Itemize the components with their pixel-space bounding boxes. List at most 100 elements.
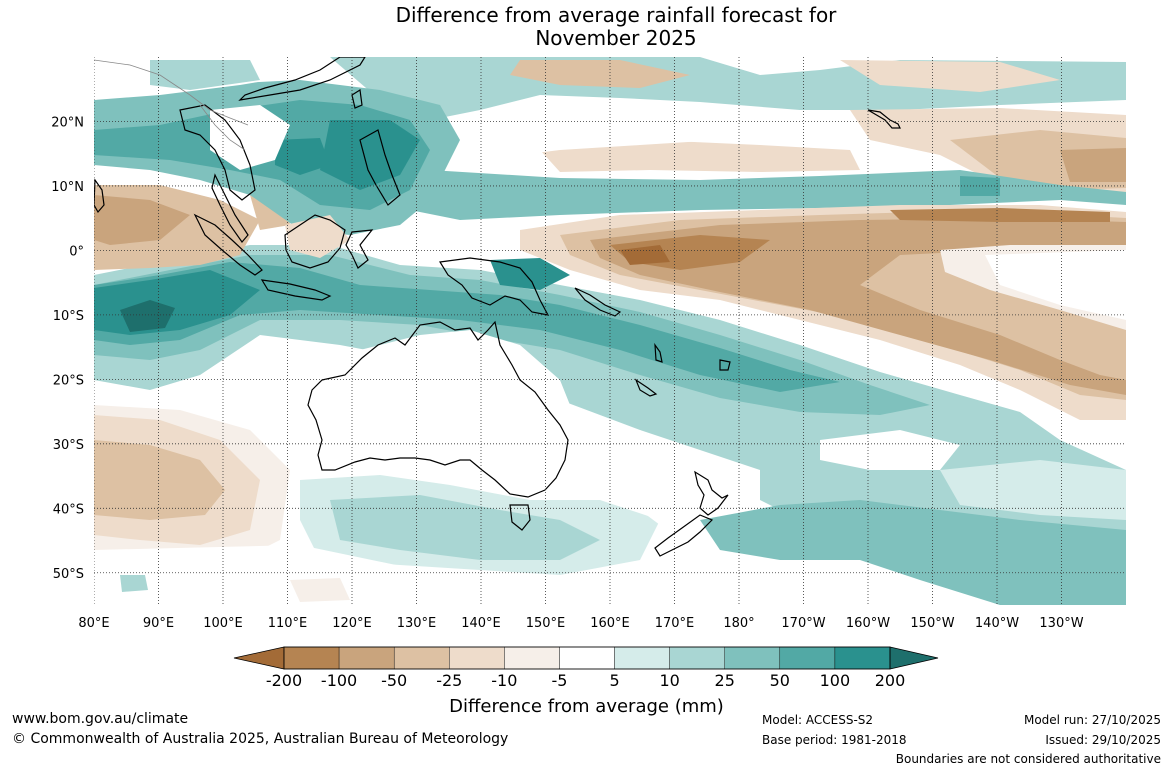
coastline-new-caledonia (634, 378, 658, 397)
colorbar-tick-label: 50 (769, 671, 790, 690)
longitude-label: 110°E (268, 616, 308, 631)
colorbar-swatch (614, 646, 670, 670)
anomaly-region-s-pac-white (820, 430, 960, 470)
colorbar-tick-label: -5 (551, 671, 568, 690)
longitude-label: 160°E (590, 616, 630, 631)
coastline-taiwan (351, 88, 363, 109)
colorbar-tick-label: -10 (491, 671, 518, 690)
coastline-new-guinea (439, 257, 550, 316)
latitude-label: 50°S (53, 567, 84, 582)
anomaly-region-philippine-sea-core (320, 120, 420, 190)
anomaly-region-indian-wet-darkest (120, 300, 175, 332)
anomaly-region-equatorial-dry-deep-2 (890, 208, 1110, 222)
latitude-label: 40°S (53, 502, 84, 517)
latitude-label: 20°S (53, 373, 84, 388)
colorbar-tick-label: 5 (609, 671, 620, 690)
colorbar-swatch (669, 646, 725, 670)
longitude-label: 170°W (781, 616, 825, 631)
title-line-2: November 2025 (535, 26, 697, 50)
longitude-labels: 80°E 90°E 100°E 110°E 120°E 130°E 140°E 150°E 16… (78, 616, 1083, 631)
anomaly-region-hawaii-tan-core (1060, 148, 1126, 182)
gridlines (94, 57, 1126, 605)
latitude-label: 10°N (51, 180, 84, 195)
colorbar-tick-label: -25 (436, 671, 463, 690)
footer-disclaimer: Boundaries are not considered authoritat… (895, 752, 1161, 766)
colorbar-swatch (779, 646, 836, 670)
anomaly-region-sw-indian-teal-patch (120, 575, 148, 592)
border-indochina-inner (199, 104, 246, 151)
coastline-australia (307, 320, 569, 498)
latitude-labels: 20°N 10°N 0° 10°S 20°S 30°S 40°S 50°S (51, 115, 84, 581)
anomaly-region-s-pac-teal (700, 500, 1126, 605)
anomaly-region-coral-sea-core (490, 258, 570, 290)
longitude-label: 140°W (975, 616, 1019, 631)
colorbar-tick-label: 100 (819, 671, 851, 690)
footer-website[interactable]: www.bom.gov.au/climate (12, 711, 189, 727)
coastline-borneo (284, 214, 346, 269)
coastline-philippines (359, 129, 401, 206)
anomaly-region-tasman-white (570, 430, 760, 545)
anomaly-region-borneo-tan (285, 215, 350, 258)
coastline-china-south (238, 57, 366, 101)
coastline-sulawesi (345, 229, 374, 269)
longitude-label: 140°E (461, 616, 501, 631)
anomaly-region-west-pac-white (470, 110, 740, 160)
anomaly-region-north-pacific-tan-2 (840, 60, 1060, 92)
latitude-label: 0° (69, 244, 84, 259)
longitude-label: 160°W (846, 616, 890, 631)
border-mainland-se-asia (94, 59, 249, 126)
footer-copyright: © Commonwealth of Australia 2025, Austra… (12, 731, 509, 747)
colorbar-swatch (834, 646, 891, 670)
coastline-sumatra (193, 213, 263, 276)
latitude-label: 30°S (53, 438, 84, 453)
colorbar-extend-high (889, 646, 939, 670)
footer-base-period: Base period: 1981-2018 (762, 733, 907, 747)
colorbar-tick-label: -100 (320, 671, 358, 690)
longitude-label: 130°W (1039, 616, 1083, 631)
anomaly-region-indian-wet-strong (94, 262, 840, 392)
longitude-label: 120°E (332, 616, 372, 631)
anomaly-region-scs-core (275, 138, 330, 175)
longitude-label: 80°E (78, 616, 109, 631)
colorbar-outline (283, 646, 891, 670)
anomaly-region-north-pacific-tan (510, 60, 690, 88)
colorbar (233, 646, 939, 670)
coastline-malay-peninsula (211, 173, 249, 243)
coastline-java (260, 279, 332, 301)
colorbar-swatch (283, 646, 340, 670)
colorbar-tick-label: 10 (659, 671, 680, 690)
longitude-label: 130°E (397, 616, 437, 631)
longitude-label: 180° (723, 616, 754, 631)
colorbar-tick-label: 25 (714, 671, 735, 690)
coastline-fiji (719, 359, 731, 371)
coastline-tasmania (509, 504, 531, 531)
anomaly-region-south-aus-teal-2 (330, 495, 600, 560)
colorbar-tick-label: -50 (381, 671, 408, 690)
anomaly-region-taiwan-teal (150, 60, 260, 90)
anomaly-region-south-pac-clear (985, 250, 1126, 320)
longitude-label: 170°E (655, 616, 695, 631)
longitude-label: 150°W (910, 616, 954, 631)
anomaly-region-s-pac-teal-light (940, 460, 1126, 520)
longitude-label: 100°E (203, 616, 243, 631)
anomaly-region-itcz-teal (410, 170, 1126, 220)
anomaly-region-n-pac-tan-band (540, 140, 860, 172)
latitude-label: 10°S (53, 309, 84, 324)
colorbar-swatch (338, 646, 395, 670)
anomaly-region-s-indian-tan-core (94, 440, 225, 520)
footer-model-run: Model run: 27/10/2025 (1023, 713, 1161, 727)
latitude-label: 20°N (51, 115, 84, 130)
colorbar-swatch (724, 646, 781, 670)
colorbar-swatch (449, 646, 505, 670)
colorbar-extend-low (233, 646, 285, 670)
longitude-label: 90°E (143, 616, 174, 631)
anomaly-region-dry-tongue-edge (620, 245, 670, 265)
coastline-solomons (574, 287, 622, 317)
footer-issued: Issued: 29/10/2025 (1045, 733, 1161, 747)
footer-model: Model: ACCESS-S2 (762, 713, 874, 727)
colorbar-tick-label: 200 (874, 671, 906, 690)
colorbar-tick-label: -200 (265, 671, 303, 690)
coastline-indochina (179, 104, 256, 201)
anomaly-region-southern-ocean-tan-patch (290, 578, 350, 602)
